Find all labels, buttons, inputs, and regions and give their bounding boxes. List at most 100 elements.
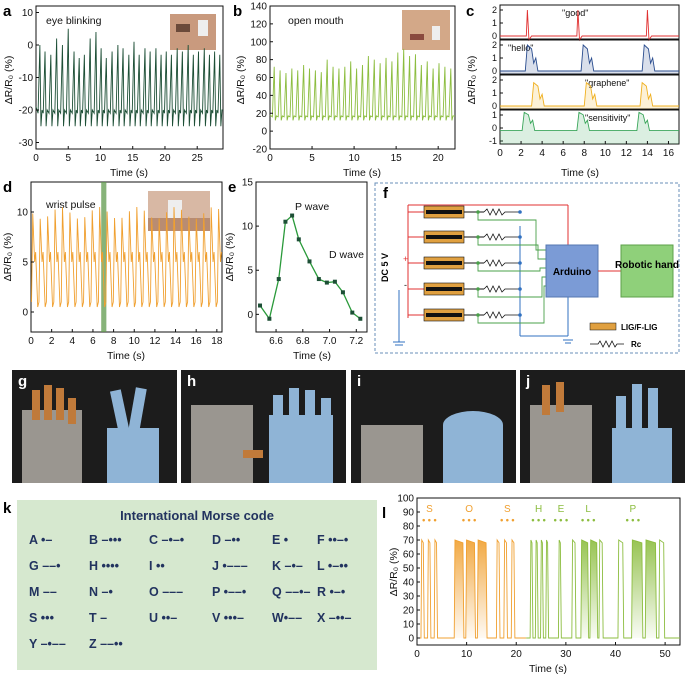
panel-e-point bbox=[267, 316, 272, 321]
signal-wire bbox=[477, 276, 546, 298]
panel-l-code-marks: • • • bbox=[531, 515, 545, 525]
panel-a-label: a bbox=[3, 3, 12, 20]
morse-entry: Z ––•• bbox=[89, 637, 123, 651]
y-tick-label: 80 bbox=[403, 522, 415, 533]
panel-l-code-marks: • • • bbox=[626, 515, 640, 525]
photo-j: j bbox=[520, 370, 685, 483]
panel-l-dash-fill bbox=[454, 540, 464, 638]
morse-entry: J •––– bbox=[212, 559, 248, 573]
panel-e-xlabel: Time (s) bbox=[293, 350, 331, 362]
x-tick-label: 8 bbox=[111, 336, 117, 347]
x-tick-label: 16 bbox=[191, 336, 203, 347]
panel-l-ticks: 0 10 20 30 40 50 0 10 20 30 40 50 60 70 80 90 100 bbox=[397, 494, 671, 661]
panel-l-dash-fill bbox=[631, 540, 643, 638]
y-tick-label: -20 bbox=[19, 106, 34, 117]
morse-entry: S ••• bbox=[29, 611, 54, 625]
morse-entry: Q ––•– bbox=[272, 585, 311, 599]
panel-d-xlabel: Time (s) bbox=[107, 350, 145, 362]
panel-c-subplots: "good"210"hello"210"graphene"210"sensiti… bbox=[489, 4, 680, 146]
sensor-strip bbox=[426, 261, 462, 265]
legend-lig: LIG/F-LIG bbox=[589, 322, 657, 332]
y-tick-label: 0 bbox=[492, 66, 497, 76]
y-tick-label: 0 bbox=[492, 31, 497, 41]
morse-entry: E • bbox=[272, 533, 289, 547]
y-tick-label: 1 bbox=[492, 53, 497, 63]
panel-l-xlabel: Time (s) bbox=[529, 663, 567, 675]
y-tick-label: 5 bbox=[247, 266, 253, 277]
panel-l-dash-fill bbox=[580, 540, 589, 638]
panel-e-point bbox=[307, 259, 312, 264]
panel-c-subplot-frame bbox=[499, 39, 680, 75]
y-tick-label: -30 bbox=[19, 138, 34, 149]
panel-c-trace bbox=[500, 81, 679, 107]
y-tick-label: 20 bbox=[256, 109, 268, 120]
sensor-strip bbox=[426, 210, 462, 214]
junction-node bbox=[476, 287, 480, 291]
y-tick-label: 100 bbox=[250, 37, 267, 48]
robotic-hand-block bbox=[620, 244, 674, 298]
panel-l-trace-green bbox=[526, 538, 680, 639]
panel-l-letter: S bbox=[426, 504, 433, 515]
panel-e-point bbox=[350, 310, 355, 315]
morse-entry: L •–•• bbox=[317, 559, 348, 573]
morse-entry: V •••– bbox=[212, 611, 244, 625]
panel-c-subplot-frame bbox=[499, 4, 680, 40]
panel-b-inset-photo bbox=[402, 10, 450, 50]
panel-b-annotation: open mouth bbox=[288, 15, 344, 27]
panel-b-xlabel: Time (s) bbox=[343, 167, 381, 179]
y-tick-label: 10 bbox=[403, 620, 415, 631]
y-tick-label: 80 bbox=[256, 55, 268, 66]
y-tick-label: 0 bbox=[27, 41, 33, 52]
y-tick-label: -20 bbox=[253, 145, 268, 156]
panel-l-code-marks: • • • bbox=[554, 515, 568, 525]
photo-h: h bbox=[181, 370, 346, 483]
robotic-hand-label: Robotic hand bbox=[615, 260, 679, 271]
x-tick-label: 18 bbox=[211, 336, 223, 347]
y-tick-label: 2 bbox=[492, 5, 497, 15]
morse-entry: H •••• bbox=[89, 559, 120, 573]
y-tick-label: 10 bbox=[22, 8, 34, 19]
morse-entry: M –– bbox=[29, 585, 57, 599]
panel-l-letter: S bbox=[504, 504, 511, 515]
y-tick-label: 20 bbox=[403, 606, 415, 617]
panel-l-ylabel: ΔR/R₀ (%) bbox=[388, 548, 400, 597]
panel-d-ylabel: ΔR/R₀ (%) bbox=[2, 233, 14, 282]
x-tick-label: 5 bbox=[65, 153, 71, 164]
photo-h-image bbox=[181, 370, 346, 483]
morse-entry: A •– bbox=[29, 533, 53, 547]
panel-d-ticks: 0 2 4 6 8 10 12 14 16 18 10 5 0 bbox=[17, 208, 223, 348]
x-tick-label: 10 bbox=[95, 153, 107, 164]
morse-entry: P •––• bbox=[212, 585, 247, 599]
panel-e-trace bbox=[259, 214, 361, 321]
y-tick-label: 100 bbox=[397, 494, 414, 505]
panel-e-point bbox=[324, 280, 329, 285]
junction-node bbox=[518, 235, 522, 239]
panel-d-annotation: wrist pulse bbox=[45, 199, 96, 211]
panel-f: f + - DC 5 V Arduino Robotic hand LIG/F-… bbox=[374, 182, 680, 354]
y-tick-label: 40 bbox=[256, 91, 268, 102]
panel-c-subplot-frame bbox=[499, 74, 680, 110]
panel-e-point bbox=[332, 279, 337, 284]
x-tick-label: 12 bbox=[621, 148, 633, 159]
y-tick-label: 2 bbox=[492, 40, 497, 50]
x-tick-label: 20 bbox=[511, 649, 523, 660]
y-tick-label: 140 bbox=[250, 2, 267, 13]
panel-e-label: e bbox=[228, 179, 236, 196]
x-tick-label: 0 bbox=[267, 153, 273, 164]
panel-d-frame bbox=[30, 181, 223, 333]
resistor-rc bbox=[483, 285, 520, 293]
x-tick-label: 8 bbox=[581, 148, 587, 159]
x-tick-label: 7.2 bbox=[349, 336, 363, 347]
signal-wire bbox=[477, 263, 546, 272]
x-tick-label: 7.0 bbox=[323, 336, 337, 347]
x-tick-label: 30 bbox=[560, 649, 572, 660]
panel-l-letter: P bbox=[630, 504, 637, 515]
y-tick-label: 0 bbox=[492, 123, 497, 133]
x-tick-label: 50 bbox=[660, 649, 672, 660]
y-tick-label: 0 bbox=[22, 308, 28, 319]
panel-e-point bbox=[276, 277, 281, 282]
arduino-label: Arduino bbox=[553, 267, 591, 278]
legend-rc-label: Rc bbox=[631, 340, 642, 349]
x-tick-label: 40 bbox=[610, 649, 622, 660]
